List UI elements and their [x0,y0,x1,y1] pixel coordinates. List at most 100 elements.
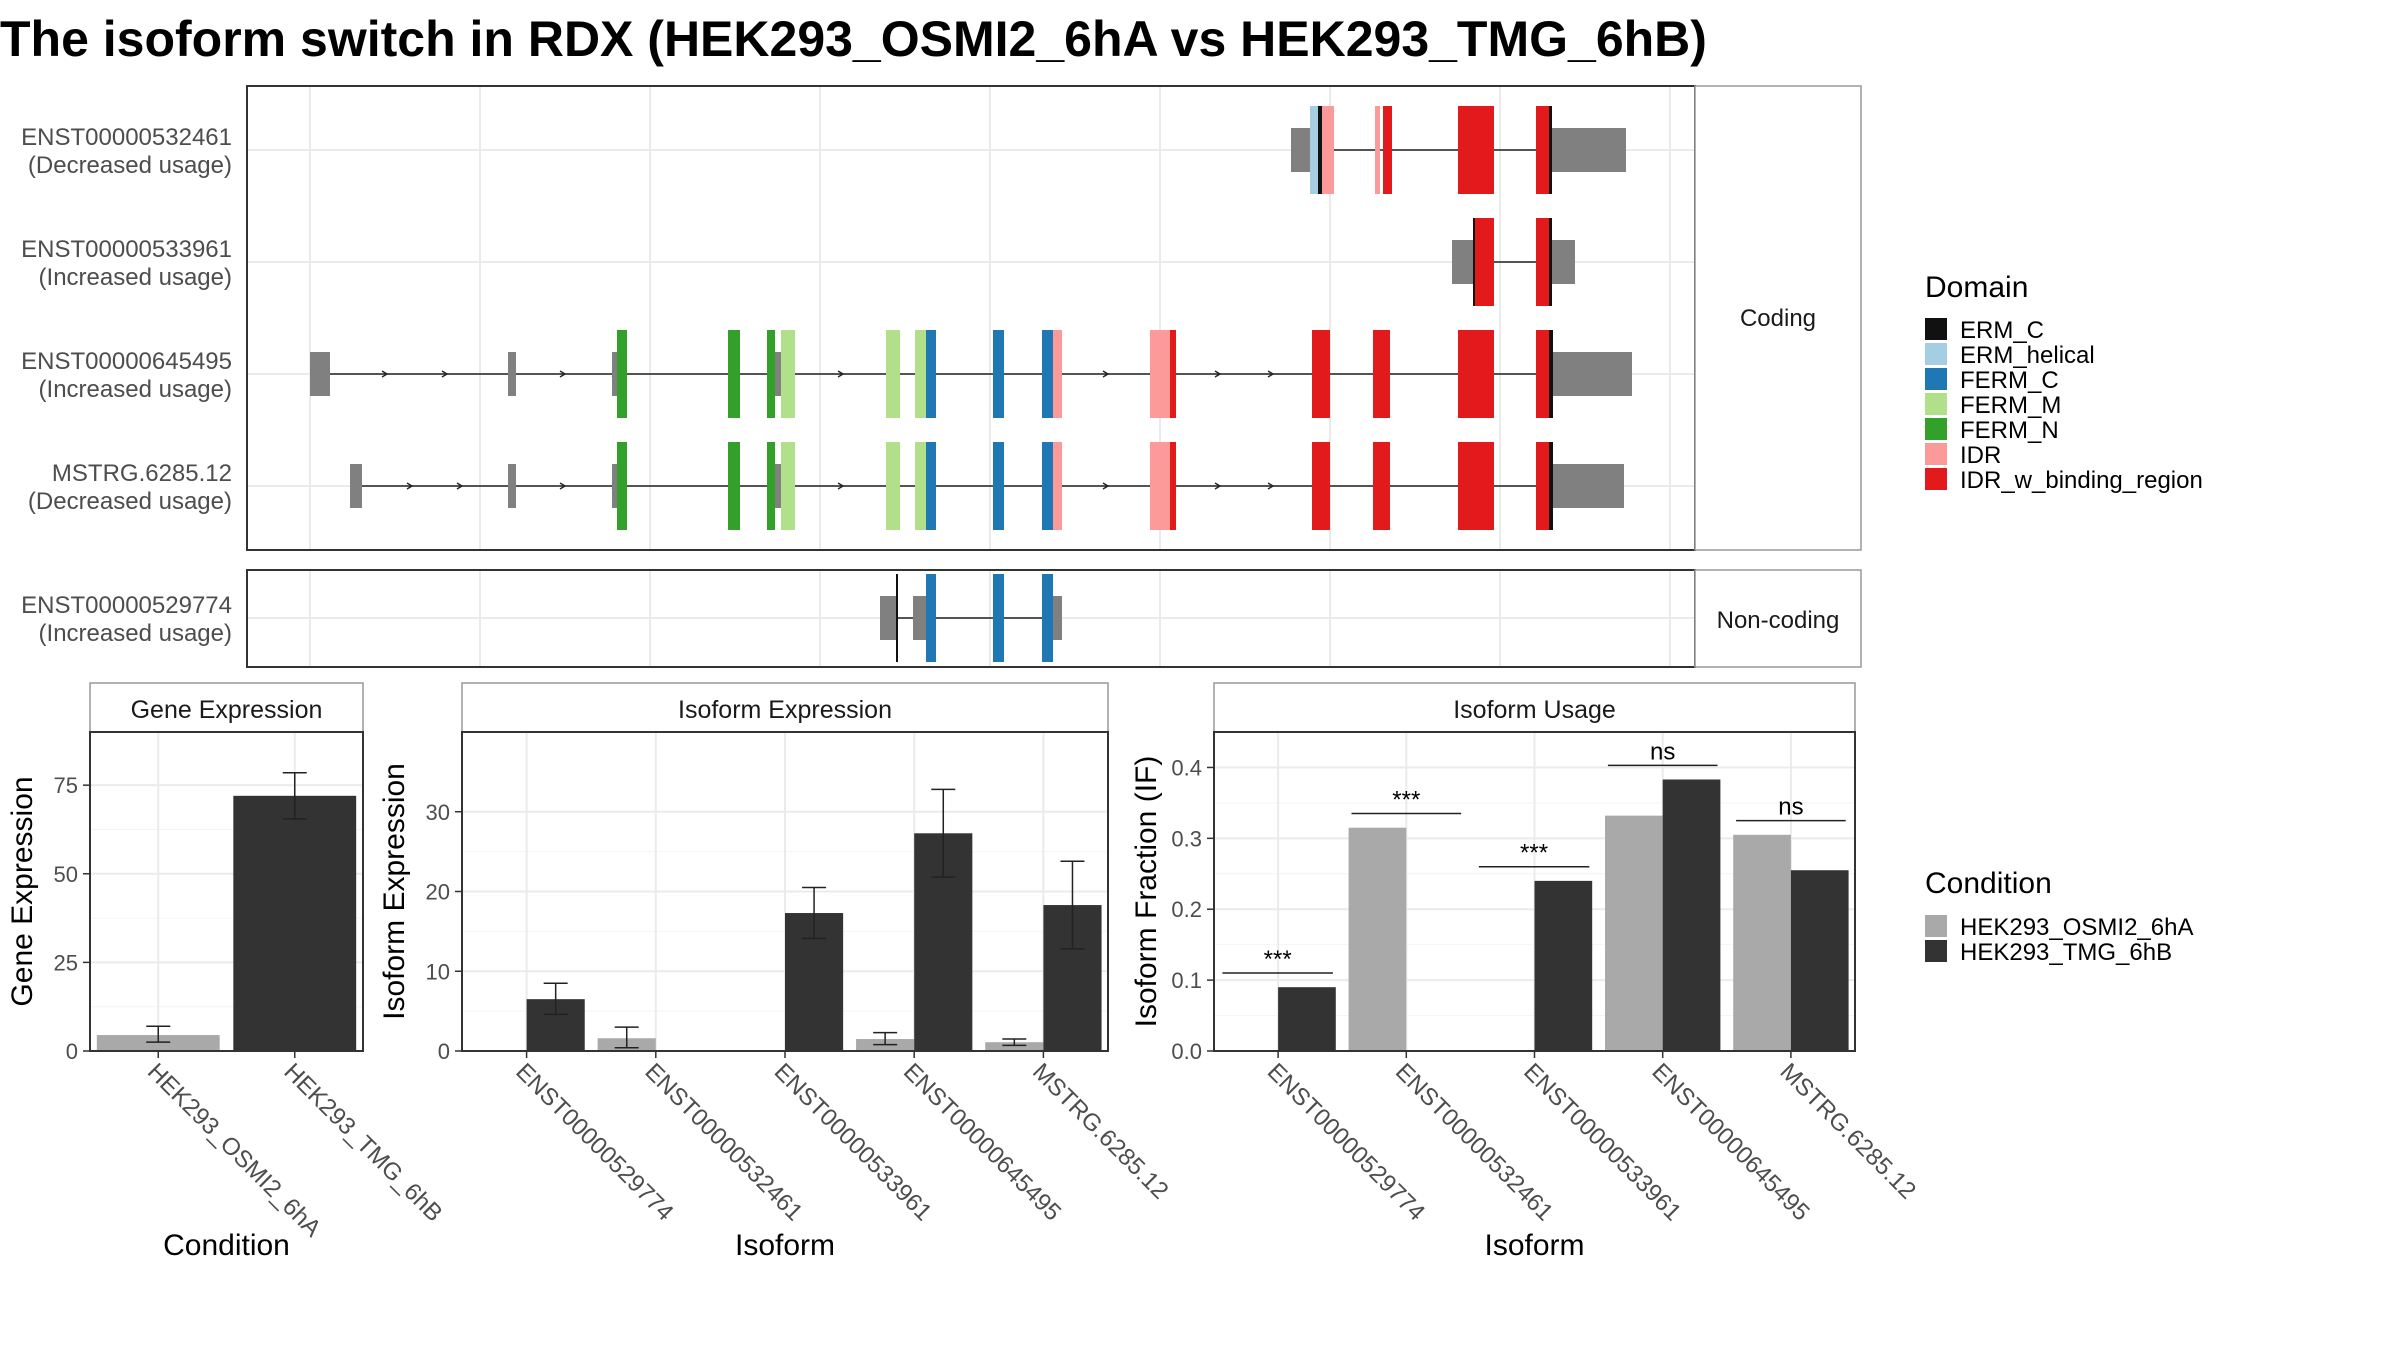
domain-exon [1322,106,1334,194]
legend-key-HEK293_TMG_6hB [1925,940,1947,962]
domain-exon [1312,442,1330,530]
noncoding-strip-label: Non-coding [1717,607,1840,634]
legend-label-ERM_helical: ERM_helical [1960,342,2095,369]
legend-label-IDR_w_binding_region: IDR_w_binding_region [1960,467,2203,494]
y-tick-label: 25 [54,950,78,975]
domain-exon [1150,330,1170,418]
chart-strip [461,682,1109,733]
domain-exon [767,330,775,418]
domain-exon [1170,330,1176,418]
bar [1790,870,1849,1051]
y-tick-label: 0.2 [1171,897,1202,922]
legend-key-FERM_C [1925,368,1947,390]
legend-key-FERM_N [1925,418,1947,440]
chart-panel-border [89,731,364,1052]
isoform-usage-ENST00000645495: (Increased usage) [39,376,232,403]
x-tick-label: MSTRG.6285.12 [1775,1058,1921,1204]
significance-label: *** [1264,946,1292,973]
utr-exon [350,464,362,508]
utr-exon [508,352,516,396]
strand-arrow [406,482,414,490]
utr-exon [1552,128,1626,172]
utr-exon [1553,352,1632,396]
domain-exon [1310,106,1318,194]
strand-arrow [1214,370,1222,378]
isoform-usage-ENST00000529774: (Increased usage) [39,620,232,647]
domain-exon [926,442,936,530]
condition-legend: Condition HEK293_OSMI2_6hA HEK293_TMG_6h… [1925,867,2193,966]
legend-key-ERM_C [1925,318,1947,340]
domain-exon [1373,442,1390,530]
domain-exon [886,442,900,530]
utr-exon [775,352,781,396]
isoform-label-MSTRG.6285.12: MSTRG.6285.12 [52,460,232,487]
chart-title: Isoform Expression [678,696,892,724]
coding-panel-background [247,86,1695,550]
bar [1605,815,1663,1051]
strand-arrow [1214,482,1222,490]
domain-exon [1053,330,1062,418]
noncoding-strip [1694,569,1862,668]
significance-label: ns [1778,794,1803,821]
domain-exon [1383,106,1392,194]
domain-exon [1549,106,1552,194]
utr-exon [1452,240,1473,284]
domain-exon [1536,218,1549,306]
chart-strip [89,682,364,733]
domain-exon [1549,442,1553,530]
legend-label-FERM_M: FERM_M [1960,392,2061,419]
domain-exon [1536,106,1549,194]
domain-exon [1042,574,1053,662]
domain-exon [915,330,926,418]
domain-exon [617,442,627,530]
strand-arrow [1267,482,1275,490]
isoform-usage-ENST00000532461: (Decreased usage) [28,152,232,179]
utr-exon [1552,240,1575,284]
domain-exon [1318,106,1322,194]
bar [1534,880,1593,1051]
bar [233,795,357,1051]
y-tick-label: 75 [54,773,78,798]
legend-label-FERM_C: FERM_C [1960,367,2059,394]
y-tick-label: 0.4 [1171,755,1202,780]
isoform-label-ENST00000645495: ENST00000645495 [21,348,232,375]
isoform-usage-ENST00000533961: (Increased usage) [39,264,232,291]
domain-exon [1458,442,1494,530]
strand-arrow [381,370,389,378]
domain-exon [886,330,900,418]
chart-title: Isoform Usage [1453,696,1616,724]
coding-strip [1694,85,1862,551]
strand-arrow [1102,482,1110,490]
legend-key-IDR [1925,443,1947,465]
x-axis-title: Isoform [735,1229,835,1262]
strand-arrow [559,482,567,490]
legend-label-FERM_N: FERM_N [1960,417,2059,444]
x-axis-title: Isoform [1484,1229,1584,1262]
bar [1662,779,1721,1051]
isoform-label-ENST00000529774: ENST00000529774 [21,592,232,619]
legend-label-ERM_C: ERM_C [1960,317,2044,344]
y-tick-label: 10 [426,959,450,984]
strand-arrow [837,370,845,378]
bar [96,1035,220,1051]
domain-exon [1053,442,1062,530]
significance-label: *** [1520,840,1548,867]
domain-exon [1549,218,1552,306]
legend-key-HEK293_OSMI2_6hA [1925,915,1947,937]
domain-exon [915,442,926,530]
utr-exon [508,464,516,508]
expression-charts: Gene Expression0255075HEK293_OSMI2_6hAHE… [6,682,1921,1262]
domain-exon [1475,218,1494,306]
chart-panel-3: Isoform Usage *** *** *** ns ns 0.0 0.1 0.2 0.3 0.… [1130,682,1921,1262]
bar [1348,827,1407,1051]
x-axis-title: Condition [163,1229,290,1262]
domain-exon [728,442,740,530]
domain-exon [1536,330,1549,418]
domain-exon [1458,330,1494,418]
bar [1733,834,1791,1051]
legend-label-HEK293_TMG_6hB: HEK293_TMG_6hB [1960,939,2172,966]
y-tick-label: 30 [426,800,450,825]
y-tick-label: 0.0 [1171,1039,1202,1064]
significance-label: ns [1650,738,1675,765]
utr-exon [880,596,896,640]
